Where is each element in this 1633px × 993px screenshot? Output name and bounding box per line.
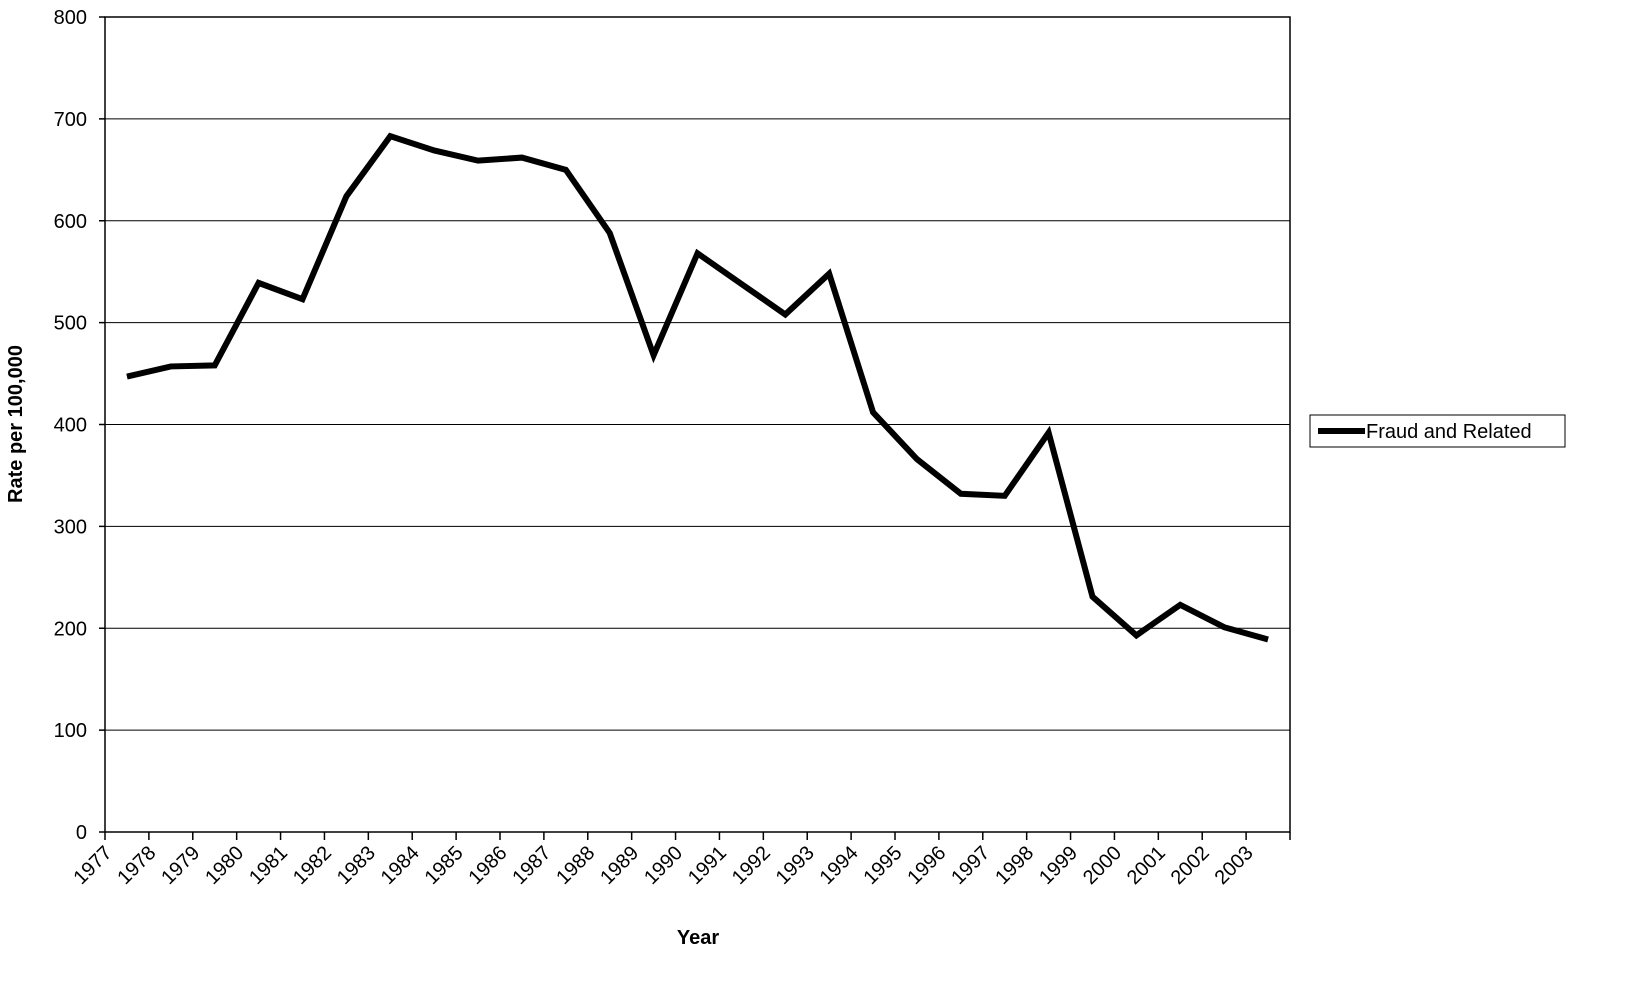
x-tick-label: 1992 — [728, 842, 775, 889]
y-tick-label: 0 — [76, 822, 87, 844]
y-tick-label: 500 — [54, 313, 87, 335]
x-tick-label: 1995 — [860, 842, 907, 889]
x-tick-label: 1996 — [903, 842, 950, 889]
x-tick-label: 1988 — [552, 842, 599, 889]
x-tick-label: 1987 — [508, 842, 555, 889]
x-tick-label: 2003 — [1211, 842, 1258, 889]
y-tick-label: 200 — [54, 618, 87, 640]
y-axis-title: Rate per 100,000 — [5, 345, 27, 503]
x-tick-label: 1998 — [991, 842, 1038, 889]
x-tick-label: 1984 — [377, 842, 424, 889]
x-tick-label: 1981 — [245, 842, 292, 889]
y-tick-label: 100 — [54, 720, 87, 742]
y-tick-label: 800 — [54, 7, 87, 29]
x-tick-label: 1980 — [201, 842, 248, 889]
x-tick-label: 1985 — [421, 842, 468, 889]
y-tick-label: 300 — [54, 516, 87, 538]
x-tick-label: 1997 — [947, 842, 994, 889]
y-tick-label: 700 — [54, 109, 87, 131]
x-tick-label: 1994 — [816, 842, 863, 889]
x-tick-label: 1977 — [70, 842, 117, 889]
x-tick-label: 1993 — [772, 842, 819, 889]
x-tick-label: 1999 — [1035, 842, 1082, 889]
legend-label: Fraud and Related — [1366, 421, 1532, 443]
y-tick-label: 600 — [54, 211, 87, 233]
x-tick-label: 1979 — [157, 842, 204, 889]
x-tick-label: 1989 — [596, 842, 643, 889]
x-tick-label: 1991 — [684, 842, 731, 889]
x-tick-label: 2001 — [1123, 842, 1170, 889]
x-tick-label: 2002 — [1167, 842, 1214, 889]
x-tick-label: 1986 — [465, 842, 512, 889]
x-tick-label: 1978 — [113, 842, 160, 889]
x-tick-label: 1990 — [640, 842, 687, 889]
y-tick-label: 400 — [54, 415, 87, 437]
x-tick-label: 1982 — [289, 842, 336, 889]
x-axis-title: Year — [677, 927, 719, 949]
x-tick-label: 1983 — [333, 842, 380, 889]
x-tick-label: 2000 — [1079, 842, 1126, 889]
line-series — [126, 132, 1269, 643]
